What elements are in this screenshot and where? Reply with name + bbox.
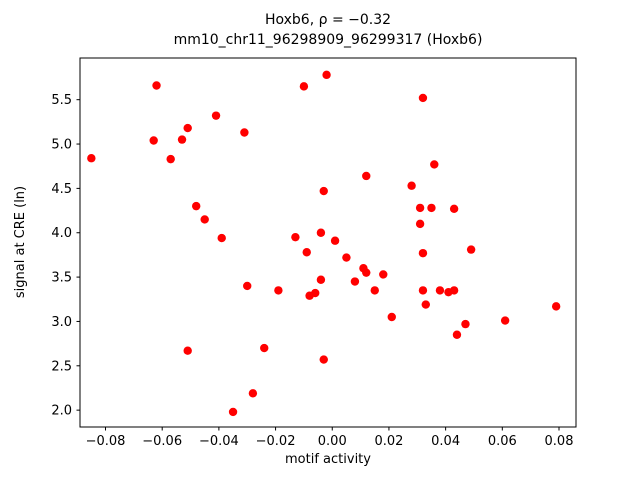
x-axis-ticks: −0.08 −0.06 −0.04 −0.02 0.00 0.02 0.04 0.06 0.08 — [86, 427, 574, 449]
scatter-point — [243, 281, 252, 291]
x-tick-label: 0.00 — [318, 434, 347, 449]
x-axis-label: motif activity — [285, 452, 371, 467]
scatter-point — [362, 268, 371, 277]
scatter-points — [87, 70, 561, 417]
y-tick-label: 3.0 — [51, 315, 72, 330]
scatter-point — [466, 245, 476, 254]
scatter-point — [551, 302, 561, 311]
scatter-point — [452, 330, 462, 339]
scatter-point — [316, 275, 326, 284]
scatter-point — [322, 70, 331, 80]
scatter-point — [387, 312, 396, 322]
scatter-point — [248, 389, 258, 398]
scatter-point — [342, 253, 351, 262]
scatter-point — [183, 346, 192, 355]
scatter-point — [449, 204, 459, 213]
scatter-point — [407, 181, 416, 190]
y-tick-label: 3.5 — [51, 271, 72, 286]
scatter-point — [311, 288, 320, 298]
y-tick-label: 5.0 — [51, 138, 72, 153]
scatter-point — [461, 319, 470, 329]
axes-border — [79, 57, 577, 428]
scatter-point — [430, 160, 439, 169]
y-tick-label: 2.5 — [51, 359, 72, 374]
scatter-point — [192, 201, 201, 211]
scatter-point — [228, 407, 238, 417]
scatter-point — [200, 215, 209, 224]
scatter-point — [211, 111, 221, 120]
x-tick-label: 0.04 — [431, 434, 460, 449]
scatter-point — [370, 286, 379, 295]
y-axis-ticks: 2.0 2.5 3.0 3.5 4.0 4.5 5.0 5.5 — [51, 93, 80, 419]
scatter-point — [183, 123, 192, 133]
x-tick-label: −0.04 — [199, 434, 239, 449]
scatter-point — [418, 93, 428, 103]
scatter-point — [435, 286, 445, 295]
scatter-point — [418, 286, 428, 295]
scatter-point — [379, 270, 388, 279]
scatter-point — [415, 219, 425, 229]
scatter-point — [166, 154, 175, 164]
scatter-point — [274, 286, 283, 295]
scatter-point — [217, 233, 226, 243]
y-tick-label: 4.0 — [51, 226, 72, 241]
scatter-point — [149, 136, 158, 145]
y-tick-label: 4.5 — [51, 182, 72, 197]
scatter-point — [299, 82, 309, 91]
scatter-point — [449, 286, 459, 295]
scatter-point — [319, 355, 328, 364]
y-tick-label: 2.0 — [51, 404, 72, 419]
x-tick-label: −0.06 — [142, 434, 182, 449]
scatter-point — [177, 135, 187, 144]
scatter-point — [240, 128, 249, 137]
scatter-point — [415, 203, 425, 213]
scatter-point — [291, 232, 300, 242]
x-tick-label: 0.02 — [374, 434, 403, 449]
x-tick-label: −0.02 — [256, 434, 296, 449]
scatter-point — [418, 248, 428, 258]
scatter-point — [362, 171, 371, 181]
y-tick-label: 5.5 — [51, 93, 72, 108]
scatter-point — [152, 81, 161, 90]
scatter-point — [87, 154, 96, 163]
scatter-point — [319, 186, 328, 196]
x-tick-label: 0.06 — [488, 434, 517, 449]
x-tick-label: −0.08 — [86, 434, 126, 449]
scatter-point — [316, 228, 326, 237]
scatter-point — [350, 277, 360, 286]
scatter-point — [330, 236, 340, 245]
scatter-point — [500, 316, 510, 325]
x-tick-label: 0.08 — [545, 434, 574, 449]
scatter-point — [427, 203, 436, 213]
scatter-point — [260, 343, 269, 353]
y-axis-label: signal at CRE (ln) — [13, 186, 28, 298]
chart-subtitle: mm10_chr11_96298909_96299317 (Hoxb6) — [174, 32, 483, 48]
scatter-point — [421, 300, 430, 309]
scatter-point — [302, 248, 311, 257]
chart-title: Hoxb6, ρ = −0.32 — [265, 12, 391, 28]
